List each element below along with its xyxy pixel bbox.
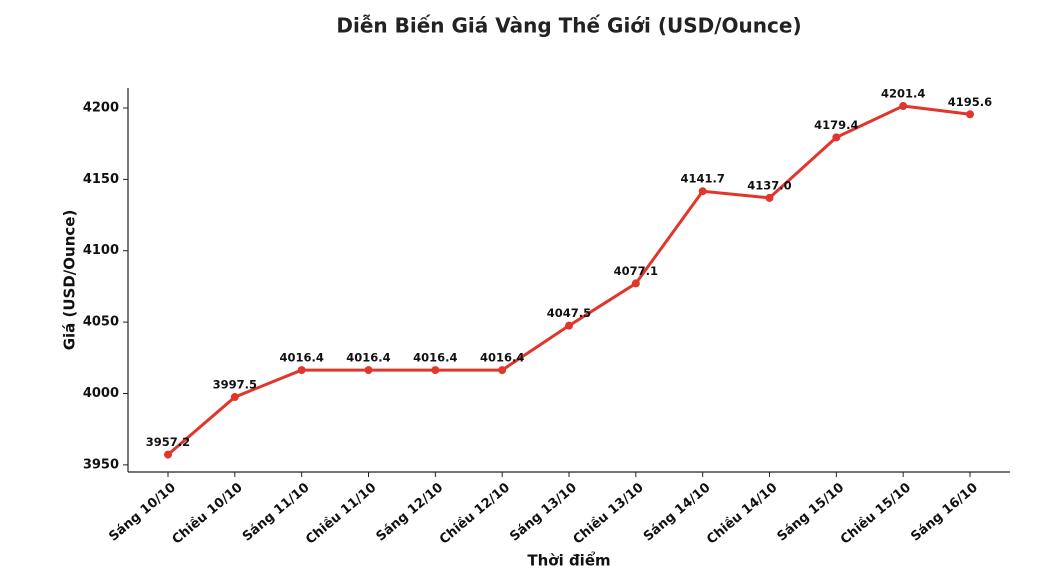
point (498, 366, 507, 375)
value-label: 4141.7 (680, 172, 724, 186)
point (164, 450, 172, 459)
value-label: 4201.4 (881, 86, 925, 100)
value-label: 3957.2 (146, 435, 190, 449)
point (364, 366, 373, 375)
value-label: 4195.6 (948, 95, 992, 109)
point (297, 366, 306, 375)
y-tick-label: 4150 (83, 172, 119, 187)
value-label: 4016.4 (413, 351, 457, 365)
x-tick-label: Chiều 10/10 (170, 480, 246, 547)
y-tick-label: 4050 (83, 315, 119, 330)
value-label: 4016.4 (279, 351, 323, 365)
value-label: 4047.5 (547, 306, 591, 320)
value-label: 4077.1 (614, 264, 658, 278)
x-tick-label: Chiều 15/10 (838, 480, 914, 547)
x-tick-label: Sáng 11/10 (240, 480, 313, 544)
x-tick-label: Chiều 13/10 (571, 480, 647, 547)
x-tick-label: Sáng 10/10 (106, 480, 179, 544)
y-tick-label: 3950 (83, 457, 119, 472)
value-label: 4016.4 (346, 351, 390, 365)
point (832, 133, 841, 142)
point (765, 193, 774, 202)
x-tick-label: Sáng 15/10 (775, 480, 848, 544)
y-tick-label: 4000 (83, 386, 119, 401)
point (431, 366, 440, 375)
x-tick-label: Chiều 14/10 (704, 480, 780, 547)
point (698, 187, 707, 196)
point (230, 393, 239, 402)
x-tick-label: Chiều 11/10 (303, 480, 379, 547)
x-tick-label: Sáng 13/10 (507, 480, 580, 544)
point (631, 279, 640, 288)
point (899, 101, 908, 110)
value-label: 4016.4 (480, 351, 524, 365)
line (167, 104, 971, 456)
point (565, 321, 573, 330)
y-axis-label: Giá (USD/Ounce) (61, 210, 79, 351)
x-axis-label: Thời điểm (527, 551, 610, 570)
y-tick-label: 4100 (83, 243, 119, 258)
x-tick-label: Sáng 12/10 (374, 480, 447, 544)
value-label: 4137.0 (747, 178, 791, 192)
value-label: 3997.5 (213, 378, 257, 392)
chart-title: Diễn Biến Giá Vàng Thế Giới (USD/Ounce) (336, 14, 801, 38)
y-tick-label: 4200 (83, 100, 119, 115)
value-label: 4179.4 (814, 118, 858, 132)
x-tick-label: Sáng 14/10 (641, 480, 714, 544)
x-tick-label: Chiều 12/10 (437, 480, 513, 547)
x-tick-label: Sáng 16/10 (908, 480, 981, 544)
point (966, 110, 974, 119)
